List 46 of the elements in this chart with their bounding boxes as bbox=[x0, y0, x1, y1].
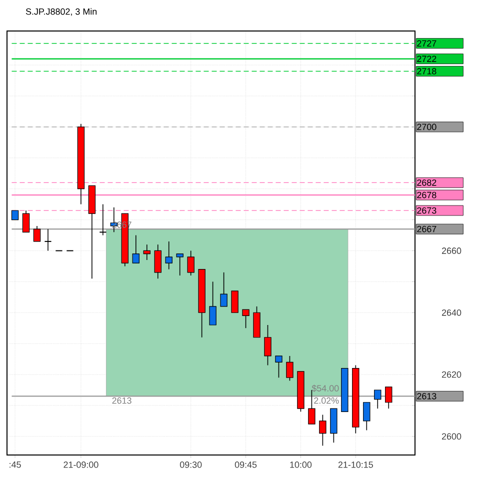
x-tick-label: 10:00 bbox=[290, 462, 312, 468]
y-tick-label: 2640 bbox=[442, 309, 462, 316]
candlestick bbox=[385, 386, 392, 409]
ref-line-label: 2718 bbox=[417, 68, 436, 74]
candlestick bbox=[231, 290, 238, 314]
x-tick-label: :45 bbox=[10, 462, 21, 468]
x-tick-label: 21-10:15 bbox=[338, 462, 373, 468]
ref-line-label: 2727 bbox=[417, 40, 436, 46]
ref-line-label: 2682 bbox=[417, 179, 436, 186]
candlestick bbox=[242, 309, 250, 328]
x-tick-label: 21-09:00 bbox=[64, 462, 98, 468]
ref-line-label: 2722 bbox=[417, 56, 436, 62]
annotation: 2613 bbox=[112, 397, 132, 404]
candlestick bbox=[264, 324, 272, 366]
x-tick-label: 09:45 bbox=[234, 462, 257, 468]
y-tick-label: 2620 bbox=[442, 371, 462, 378]
candlestick bbox=[22, 210, 30, 233]
annotation: $54.00 bbox=[312, 384, 339, 392]
candlestick bbox=[187, 250, 194, 276]
candlestick bbox=[154, 244, 162, 279]
candlestick bbox=[374, 390, 382, 409]
candlestick bbox=[11, 210, 19, 220]
candlestick bbox=[176, 253, 184, 276]
candlestick bbox=[99, 204, 107, 236]
ref-line-label: 2613 bbox=[417, 393, 436, 400]
ref-line-label: 2700 bbox=[417, 124, 436, 130]
candlestick bbox=[220, 272, 228, 307]
candlestick bbox=[33, 226, 41, 242]
candlestick bbox=[143, 244, 150, 260]
candlestick bbox=[319, 414, 326, 446]
candlestick bbox=[363, 402, 370, 431]
y-tick-label: 2660 bbox=[442, 248, 462, 254]
x-tick-label: 09:30 bbox=[180, 462, 202, 468]
y-tick-label: 2600 bbox=[442, 433, 462, 440]
candlestick bbox=[44, 228, 52, 252]
candlestick bbox=[165, 241, 172, 270]
candlestick bbox=[275, 356, 282, 378]
ref-line-label: 2673 bbox=[417, 207, 436, 214]
annotation: 2667 bbox=[112, 222, 132, 228]
chart-title: S.JP.J8802, 3 Min bbox=[26, 8, 97, 16]
annotation: 2.02% bbox=[314, 397, 339, 404]
candlestick bbox=[286, 356, 294, 382]
ref-line-label: 2678 bbox=[417, 192, 436, 198]
candlestick bbox=[132, 234, 140, 264]
ref-line-label: 2667 bbox=[417, 226, 436, 232]
candlestick bbox=[209, 281, 216, 326]
